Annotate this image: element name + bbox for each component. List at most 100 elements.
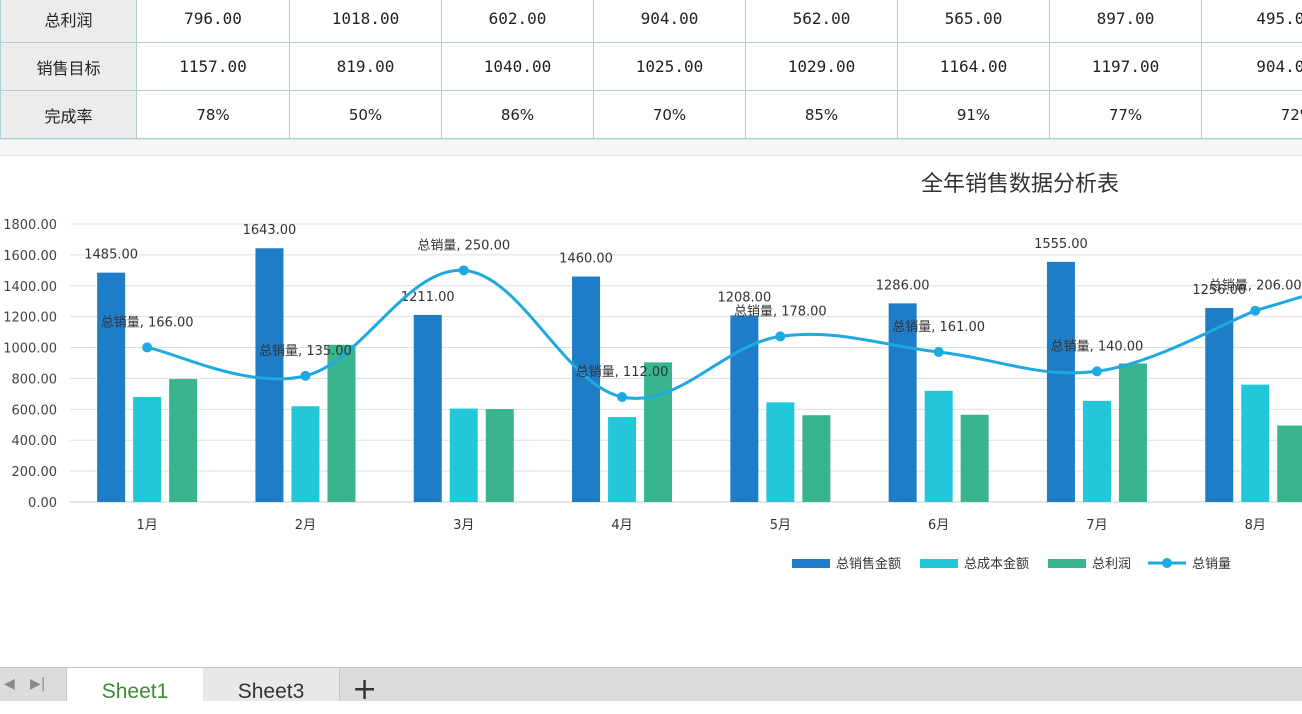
- table-cell[interactable]: 1164.00: [898, 43, 1050, 91]
- table-cell[interactable]: 495.00: [1202, 0, 1302, 43]
- table-cell[interactable]: 50%: [290, 91, 442, 139]
- table-cell[interactable]: 819.00: [290, 43, 442, 91]
- gridlines: [70, 224, 1302, 502]
- scroll-last-icon[interactable]: ▶|: [30, 676, 45, 692]
- y-tick-label: 800.00: [12, 372, 58, 387]
- bar-data-label: 1286.00: [876, 278, 930, 293]
- bar: [608, 417, 636, 502]
- tab-sheet3[interactable]: Sheet3: [203, 668, 340, 701]
- legend: 总销售金额总成本金额总利润总销量: [792, 556, 1231, 572]
- scroll-left-icon[interactable]: ◀: [4, 676, 15, 692]
- sheet-tab-bar: ◀ ▶| Sheet1 Sheet3 +: [0, 667, 1302, 701]
- table-cell[interactable]: 565.00: [898, 0, 1050, 43]
- legend-swatch: [920, 559, 958, 568]
- row-header[interactable]: 销售目标: [1, 43, 137, 91]
- line-data-label: 总销量, 250.00: [417, 238, 510, 253]
- table-cell[interactable]: 72%: [1202, 91, 1302, 139]
- line-data-label: 总销量, 112.00: [576, 365, 669, 380]
- bar: [486, 409, 514, 502]
- x-tick-label: 4月: [611, 518, 632, 533]
- y-tick-label: 1200.00: [3, 311, 57, 326]
- bar: [766, 402, 794, 502]
- legend-swatch: [792, 559, 830, 568]
- row-header[interactable]: 总利润: [1, 0, 137, 43]
- y-tick-label: 200.00: [12, 465, 58, 480]
- line-data-label: 总销量, 161.00: [892, 320, 985, 335]
- table-cell[interactable]: 1029.00: [746, 43, 898, 91]
- add-sheet-button[interactable]: +: [352, 666, 377, 714]
- table-cell[interactable]: 904.00: [594, 0, 746, 43]
- bar: [327, 345, 355, 502]
- legend-label: 总利润: [1092, 557, 1131, 572]
- y-tick-label: 400.00: [12, 434, 58, 449]
- y-axis-labels: 0.00200.00400.00600.00800.001000.001200.…: [3, 218, 57, 511]
- bar: [802, 415, 830, 502]
- legend-label: 总销量: [1192, 557, 1231, 572]
- table-cell[interactable]: 602.00: [442, 0, 594, 43]
- table-cell[interactable]: 562.00: [746, 0, 898, 43]
- bar: [255, 248, 283, 502]
- line-point: [1092, 366, 1102, 376]
- bar: [1241, 385, 1269, 502]
- table-cell[interactable]: 91%: [898, 91, 1050, 139]
- table-cell[interactable]: 1157.00: [137, 43, 290, 91]
- bar: [961, 415, 989, 502]
- table-cell[interactable]: 796.00: [137, 0, 290, 43]
- bar: [644, 362, 672, 502]
- table-cell[interactable]: 1025.00: [594, 43, 746, 91]
- tab-sheet1[interactable]: Sheet1: [66, 668, 204, 701]
- bar: [572, 277, 600, 502]
- row-header[interactable]: 完成率: [1, 91, 137, 139]
- bar-data-label: 1555.00: [1034, 237, 1088, 252]
- y-tick-label: 1600.00: [3, 249, 57, 264]
- line-point: [617, 392, 627, 402]
- bar-data-label: 1208.00: [717, 290, 771, 305]
- table-cell[interactable]: 1018.00: [290, 0, 442, 43]
- y-tick-label: 1400.00: [3, 280, 57, 295]
- bar: [1205, 308, 1233, 502]
- line-point: [459, 265, 469, 275]
- bar: [414, 315, 442, 502]
- bar: [133, 397, 161, 502]
- legend-swatch-dot: [1162, 558, 1172, 568]
- table-cell[interactable]: 86%: [442, 91, 594, 139]
- bar-data-label: 1460.00: [559, 252, 613, 267]
- table-cell[interactable]: 77%: [1050, 91, 1202, 139]
- legend-label: 总成本金额: [964, 556, 1029, 572]
- x-tick-label: 5月: [770, 518, 791, 533]
- table-cell[interactable]: 897.00: [1050, 0, 1202, 43]
- line-data-label: 总销量, 178.00: [734, 304, 827, 319]
- table-cell[interactable]: 78%: [137, 91, 290, 139]
- legend-swatch: [1048, 559, 1086, 568]
- table-cell[interactable]: 85%: [746, 91, 898, 139]
- line-data-label: 总销量, 140.00: [1051, 339, 1144, 354]
- bar: [925, 391, 953, 502]
- empty-cells-area[interactable]: [0, 591, 1302, 667]
- bar: [1277, 426, 1302, 502]
- bar-data-label: 1485.00: [84, 248, 138, 263]
- bar: [97, 273, 125, 502]
- table-cell[interactable]: 1040.00: [442, 43, 594, 91]
- y-tick-label: 0.00: [28, 496, 57, 511]
- line-data-label: 总销量, 166.00: [101, 315, 194, 330]
- sales-analysis-chart[interactable]: 全年销售数据分析表 0.00200.00400.00600.00800.0010…: [0, 155, 1302, 591]
- bar: [291, 406, 319, 502]
- bar-data-label: 1643.00: [243, 223, 297, 238]
- y-tick-label: 1000.00: [3, 342, 57, 357]
- chart-title: 全年销售数据分析表: [921, 172, 1119, 197]
- bar: [1119, 363, 1147, 502]
- x-tick-label: 1月: [137, 518, 158, 533]
- x-tick-label: 6月: [928, 518, 949, 533]
- table-cell[interactable]: 70%: [594, 91, 746, 139]
- x-tick-label: 7月: [1086, 518, 1107, 533]
- table-cell[interactable]: 1197.00: [1050, 43, 1202, 91]
- line-point: [934, 347, 944, 357]
- x-tick-label: 2月: [295, 518, 316, 533]
- bar: [1083, 401, 1111, 502]
- table-cell[interactable]: 904.00: [1202, 43, 1302, 91]
